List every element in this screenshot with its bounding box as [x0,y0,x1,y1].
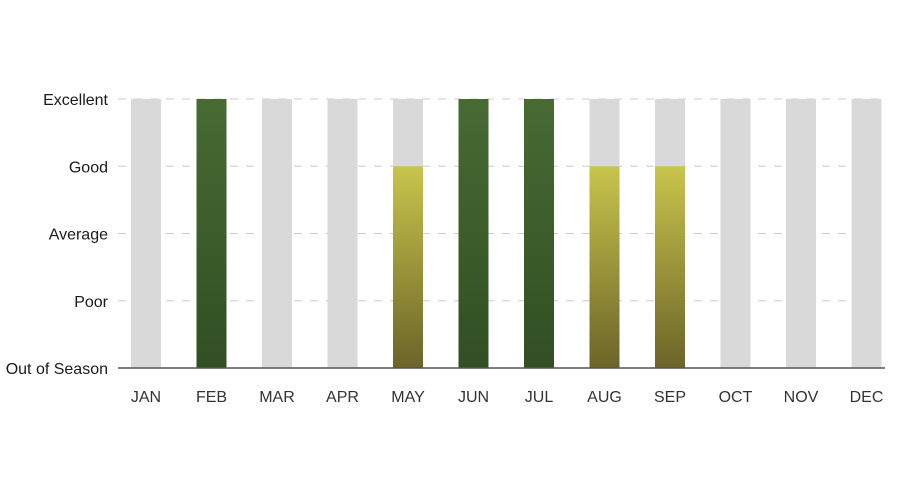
x-tick-label: JAN [131,389,161,406]
x-tick-label: AUG [587,389,622,406]
x-tick-label: JUN [458,389,489,406]
bar-track [131,99,161,368]
x-tick-label: JUL [525,389,554,406]
bars [196,99,685,368]
y-tick-label: Poor [74,294,108,311]
y-tick-label: Average [49,227,108,244]
bar-track [262,99,292,368]
x-tick-label: DEC [850,389,884,406]
y-tick-label: Good [69,159,108,176]
grid-lines [118,98,885,302]
bar-sep [655,166,685,368]
bar-feb [196,99,227,368]
y-tick-label: Excellent [43,92,108,109]
x-tick-label: OCT [719,389,753,406]
bar-track [851,99,882,368]
bar-aug [589,166,620,368]
x-tick-label: APR [326,389,359,406]
x-tick-label: MAY [391,389,425,406]
x-tick-label: SEP [654,389,686,406]
bar-track [720,99,751,368]
bar-track [786,99,816,368]
y-tick-label: Out of Season [6,361,108,378]
x-tick-label: FEB [196,389,227,406]
x-tick-label: MAR [259,389,295,406]
bar-jul [524,99,554,368]
y-axis-labels: Out of Season Poor Average Good Excellent [6,92,109,378]
bar-may [393,166,423,368]
bar-jun [458,99,489,368]
bar-track [327,99,358,368]
x-tick-label: NOV [784,389,819,406]
x-axis-labels: JAN FEB MAR APR MAY JUN JUL AUG SEP OCT NOV DEC [131,389,884,406]
